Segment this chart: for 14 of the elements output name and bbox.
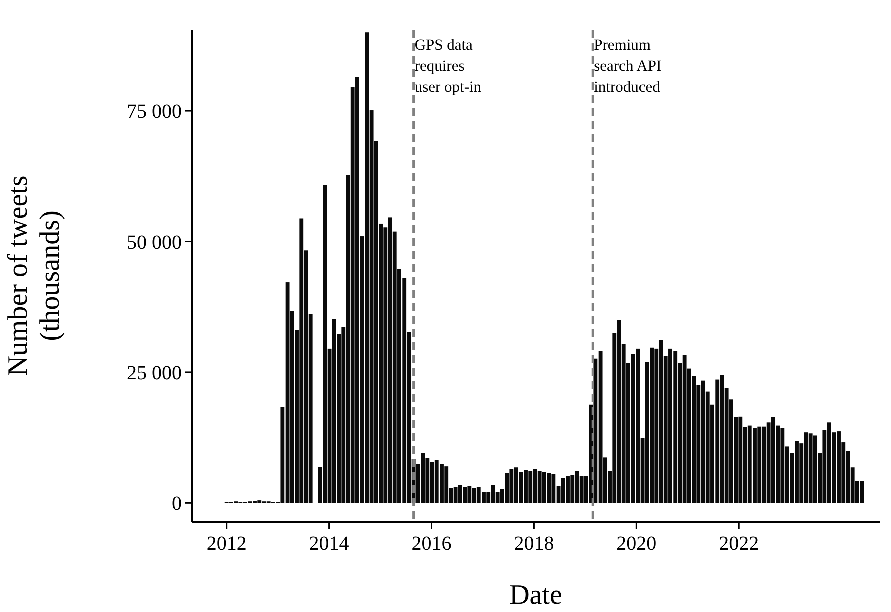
y-axis-title: Number of tweets (thousands) [3,176,66,376]
x-tick-label: 2018 [514,533,554,555]
y-tick-label: 75 000 [127,101,182,124]
x-tick-label: 2016 [412,533,452,555]
ref-line-label: Premium search API introduced [594,37,662,96]
x-tick-label: 2014 [309,533,350,555]
y-tick-label: 0 [172,493,182,516]
x-tick-label: 2012 [206,533,247,555]
y-tick-label: 50 000 [127,232,182,254]
x-axis-title: Date [510,580,562,611]
ref-line-label: GPS data requires user opt-in [414,37,482,96]
x-tick-label: 2020 [616,533,657,555]
y-tick-label: 25 000 [127,362,182,384]
x-tick-label: 2022 [719,533,760,555]
